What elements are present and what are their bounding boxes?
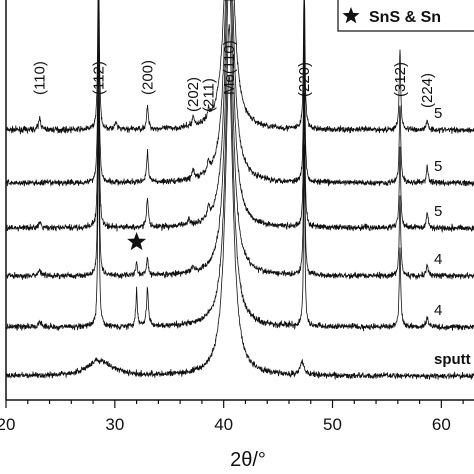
- series-line: [5, 0, 474, 280]
- series-line: [5, 0, 474, 234]
- x-tick-label: 40: [214, 415, 233, 434]
- peak-label: (110): [32, 61, 49, 95]
- peak-label-group: (110) (112) (200) (202)(211)Mo(110) (220) (31…: [32, 40, 436, 251]
- series-label: 4: [434, 251, 442, 268]
- legend-label: SnS & Sn: [369, 9, 441, 26]
- x-axis: 20 30 40 50 60: [0, 400, 464, 434]
- peak-label: (202): [185, 77, 202, 112]
- peak-label: Mo(110): [221, 40, 238, 95]
- x-tick-label: 60: [432, 415, 451, 434]
- series-line: [5, 75, 474, 381]
- x-tick-label: 50: [323, 415, 342, 434]
- legend-star-icon: [342, 7, 360, 24]
- series-label: 5: [434, 158, 442, 175]
- series-line: [5, 0, 474, 135]
- legend-box: [337, 0, 474, 32]
- peak-label: (312): [392, 62, 409, 97]
- series-label: 5: [434, 105, 442, 122]
- series-label: 4: [434, 302, 442, 319]
- legend: SnS & Sn: [337, 0, 474, 32]
- star-marker: [127, 232, 147, 251]
- x-axis-label: 2θ/°: [230, 449, 266, 471]
- x-tick-label: 20: [0, 415, 15, 434]
- x-tick-label: 30: [105, 415, 124, 434]
- peak-label: (200): [139, 60, 156, 95]
- peak-label: (224): [419, 73, 436, 108]
- series-label: 5: [434, 203, 442, 220]
- peak-label: (220): [296, 62, 313, 97]
- series-line: [5, 0, 474, 187]
- plot-frame: [5, 0, 474, 401]
- series-label: sputt: [434, 351, 471, 368]
- series-group: 5 5 5 4 4 sputt: [5, 0, 474, 381]
- peak-label: (211): [200, 78, 217, 112]
- series-line: [5, 24, 474, 332]
- peak-label: (112): [91, 61, 108, 95]
